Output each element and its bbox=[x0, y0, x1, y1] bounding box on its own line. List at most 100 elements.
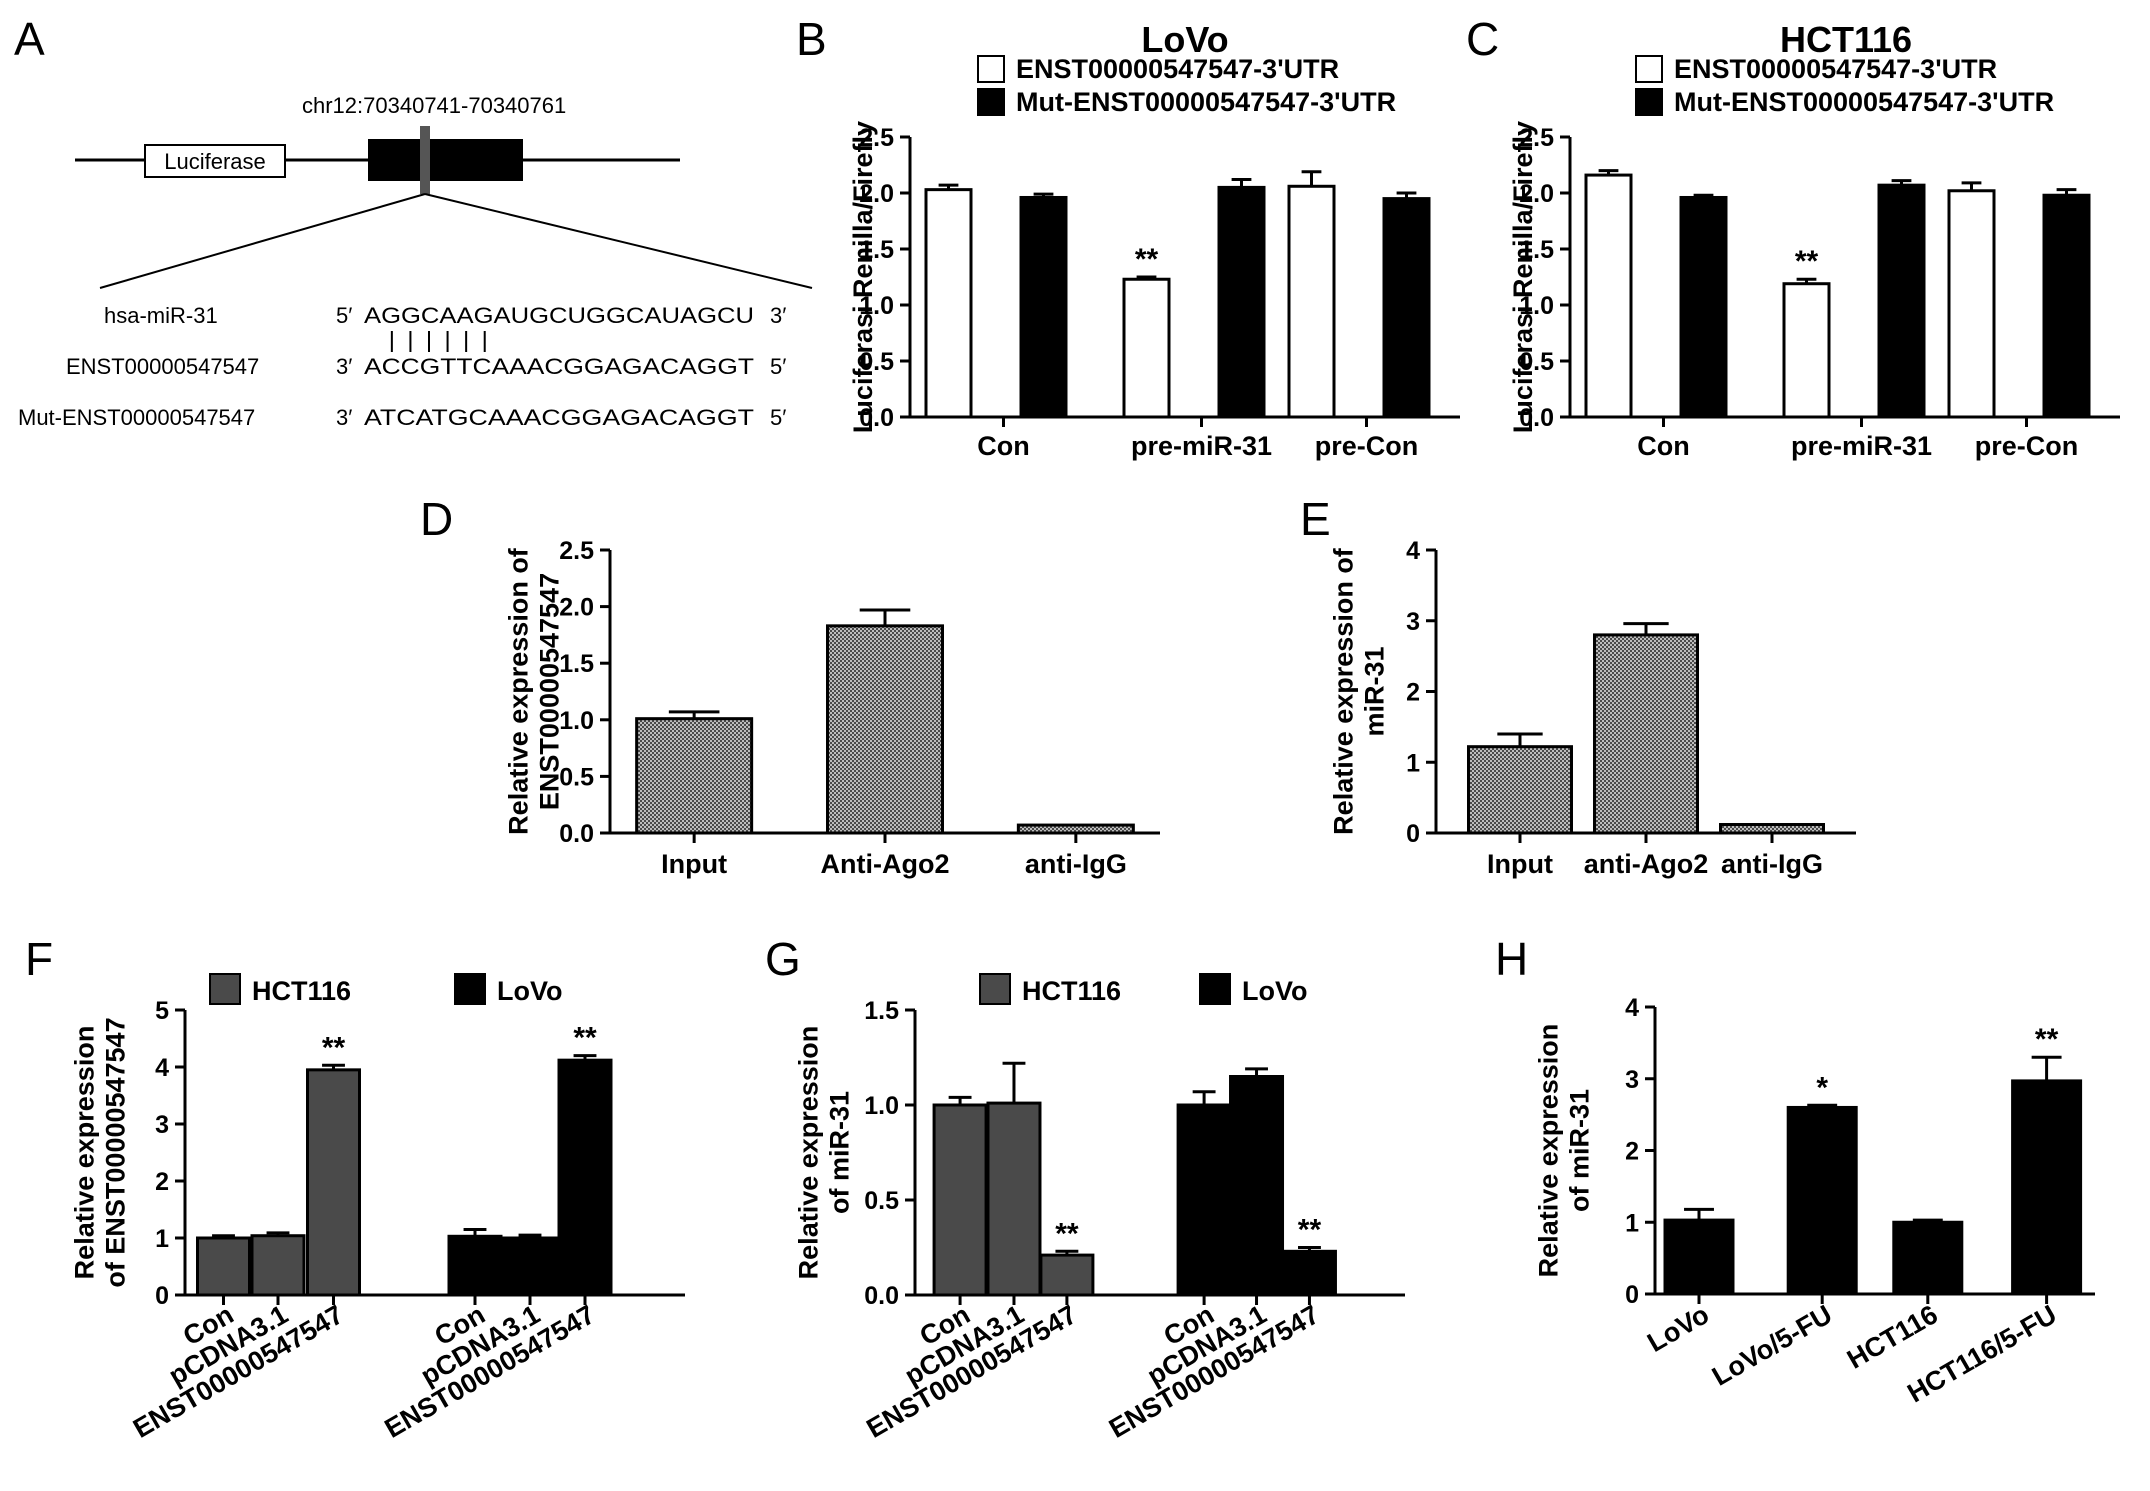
y-axis-label: Relative expressionof miR-31 bbox=[793, 1026, 854, 1280]
y-tick-label: 0.5 bbox=[864, 1187, 899, 1215]
bar bbox=[196, 1236, 251, 1297]
bar bbox=[1016, 823, 1135, 835]
significance-marker: ** bbox=[573, 1022, 597, 1055]
bar bbox=[826, 624, 944, 835]
bar bbox=[1217, 185, 1266, 419]
bar bbox=[1039, 1253, 1095, 1297]
y-tick-label: 0 bbox=[1406, 820, 1420, 848]
legend-label: ENST00000547547-3'UTR bbox=[1016, 54, 1339, 84]
panel-letter: F bbox=[25, 933, 53, 985]
chart-b: B LoVoENST00000547547-3'UTRMut-ENST000005… bbox=[796, 13, 1460, 461]
bar bbox=[1679, 195, 1728, 419]
binding-site-marker bbox=[420, 126, 430, 194]
y-axis-label: Relative expressionof miR-31 bbox=[1533, 1024, 1594, 1278]
legend-label: Mut-ENST00000547547-3'UTR bbox=[1016, 87, 1396, 117]
panel-letter: E bbox=[1300, 493, 1331, 545]
y-tick-label: 2.0 bbox=[559, 594, 594, 622]
category-label: anti-IgG bbox=[1025, 849, 1127, 879]
panel-letter: B bbox=[796, 13, 827, 65]
panel-a: A chr12:70340741-70340761 Luciferase hsa… bbox=[14, 13, 813, 430]
bar bbox=[1287, 184, 1336, 419]
y-tick-label: 0.5 bbox=[1519, 348, 1554, 376]
category-label: anti-IgG bbox=[1721, 849, 1823, 879]
bar bbox=[1176, 1103, 1232, 1297]
panel-letter: D bbox=[420, 493, 453, 545]
y-tick-label: 1.5 bbox=[559, 650, 594, 678]
y-tick-label: 2 bbox=[155, 1168, 169, 1196]
bar bbox=[635, 717, 754, 835]
bar bbox=[1467, 745, 1573, 835]
category-label: HCT116 bbox=[1842, 1299, 1943, 1375]
sequence-name: ENST00000547547 bbox=[66, 354, 259, 379]
y-tick-label: 0.0 bbox=[1519, 404, 1554, 432]
y-tick-label: 2.5 bbox=[559, 537, 594, 565]
y-tick-label: 1.0 bbox=[559, 707, 594, 735]
sequence-text: ATCATGCAAACGGAGACAGGT bbox=[364, 405, 754, 430]
category-label: Input bbox=[1487, 849, 1553, 879]
legend-swatch bbox=[977, 55, 1005, 83]
y-tick-label: 3 bbox=[1406, 608, 1420, 636]
y-tick-label: 3 bbox=[155, 1111, 169, 1139]
legend-swatch bbox=[979, 973, 1011, 1005]
bar bbox=[1663, 1218, 1735, 1296]
bar bbox=[1019, 195, 1068, 419]
chart-g: G HCT116 LoVo 0.0 0.5 1.0 1.5 Relative expressi… bbox=[765, 933, 1405, 1444]
panel-letter: C bbox=[1466, 13, 1499, 65]
bar bbox=[1947, 189, 1996, 419]
chart-title: HCT116 bbox=[1780, 19, 1912, 60]
y-tick-label: 2 bbox=[1406, 679, 1420, 707]
bar bbox=[1786, 1105, 1858, 1296]
bar bbox=[250, 1234, 306, 1297]
chart-c: C HCT116ENST00000547547-3'UTRMut-ENST0000… bbox=[1466, 13, 2120, 461]
y-tick-label: 4 bbox=[1625, 994, 1639, 1022]
significance-marker: ** bbox=[2035, 1023, 2059, 1056]
y-axis-label: Relative expressionof ENST00000547547 bbox=[69, 1017, 130, 1287]
bar bbox=[502, 1236, 558, 1297]
sequence-text: AGGCAAGAUGCUGGCAUAGCU bbox=[364, 303, 754, 328]
y-tick-label: 0.5 bbox=[859, 348, 894, 376]
bar bbox=[1122, 277, 1171, 419]
sequence-text: ACCGTTCAAACGGAGACAGGT bbox=[364, 354, 754, 379]
chart-f: F HCT116 LoVo 0 1 2 3 4 5 Relative expressionof E… bbox=[25, 933, 685, 1444]
bar bbox=[1877, 183, 1926, 419]
y-tick-label: 1 bbox=[1406, 749, 1420, 777]
bar bbox=[2011, 1079, 2083, 1296]
legend-swatch bbox=[454, 973, 486, 1005]
bar bbox=[557, 1058, 613, 1297]
sequence-prime-end: 3′ bbox=[770, 303, 786, 328]
category-label: LoVo/5-FU bbox=[1707, 1299, 1837, 1391]
bar bbox=[1892, 1220, 1964, 1296]
bar bbox=[1229, 1075, 1285, 1297]
bar bbox=[986, 1101, 1042, 1297]
category-label: Input bbox=[661, 849, 727, 879]
y-tick-label: 0.0 bbox=[859, 404, 894, 432]
y-axis-label: Luciferasi Renilla/Firefly bbox=[1508, 121, 1538, 433]
chart-e: E 0 1 2 3 4 Relative expression ofmiR-31 Input a… bbox=[1300, 493, 1856, 879]
legend-label: Mut-ENST00000547547-3'UTR bbox=[1674, 87, 2054, 117]
utr-block bbox=[368, 139, 523, 181]
bar bbox=[932, 1103, 988, 1297]
legend-swatch bbox=[1635, 55, 1663, 83]
y-axis-label: Relative expression ofmiR-31 bbox=[1328, 547, 1389, 835]
category-label: pre-miR-31 bbox=[1791, 431, 1932, 461]
y-tick-label: 5 bbox=[155, 997, 169, 1025]
zoom-line-right bbox=[424, 193, 813, 289]
legend-swatch bbox=[209, 973, 241, 1005]
y-tick-label: 0.0 bbox=[864, 1282, 899, 1310]
category-label: ENST00000547547 bbox=[380, 1299, 600, 1444]
genomic-coordinate: chr12:70340741-70340761 bbox=[302, 93, 566, 118]
sequence-prime-start: 3′ bbox=[336, 354, 352, 379]
significance-marker: ** bbox=[1055, 1217, 1079, 1250]
sequence-prime-start: 5′ bbox=[336, 303, 352, 328]
y-tick-label: 2.0 bbox=[859, 180, 894, 208]
bar bbox=[2042, 193, 2091, 419]
y-tick-label: 1.5 bbox=[859, 236, 894, 264]
legend-swatch bbox=[977, 88, 1005, 116]
category-label: pre-miR-31 bbox=[1131, 431, 1272, 461]
bar bbox=[1281, 1249, 1337, 1297]
y-tick-label: 1 bbox=[155, 1225, 169, 1253]
category-label: anti-Ago2 bbox=[1584, 849, 1709, 879]
bar bbox=[1719, 823, 1825, 835]
